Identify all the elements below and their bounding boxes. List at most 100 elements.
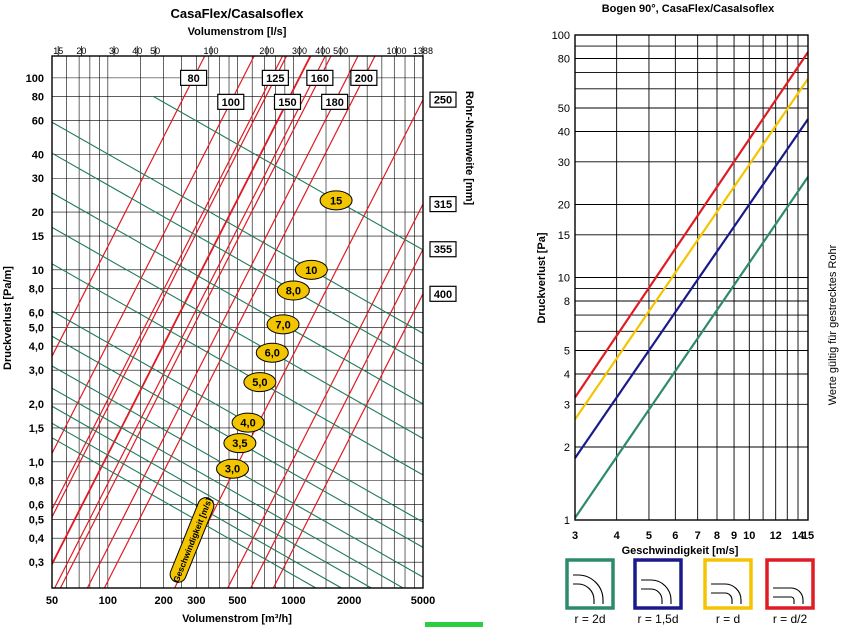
left-axis-tick-labels: 50 100 200 300 500 1000 2000 5000 15 20 30 40 50 100 2… (26, 46, 435, 607)
diameter-label-180: 180 (325, 97, 343, 109)
velocity-line-11 (51, 422, 342, 589)
legend-label-2: r = d (716, 612, 740, 626)
right-x-tick-label: 12 (770, 530, 782, 542)
diameter-box-100 (217, 93, 245, 110)
left-y-tick-label: 3,0 (29, 365, 44, 377)
left-top-tick-label: 200 (259, 46, 274, 56)
left-diameter-labels: 80 100 125 150 160 180 200 250 315 355 400 (180, 69, 457, 302)
left-y-tick-label: 0,8 (29, 475, 44, 487)
velocity-label-15: 15 (330, 195, 342, 207)
left-x-tick-label: 300 (187, 595, 205, 607)
left-x-tick-label: 200 (155, 595, 173, 607)
left-y-tick-label: 6,0 (29, 307, 44, 319)
right-x-tick-label: 14 (792, 530, 805, 542)
pipe-line-extra-1 (51, 55, 284, 510)
diameter-label-250: 250 (434, 95, 452, 107)
right-plot-border (574, 34, 809, 521)
velocity-line-1 (51, 121, 424, 334)
velocity-label-6,0: 6,0 (265, 348, 280, 360)
right-y-tick-label: 30 (558, 157, 570, 169)
left-chart-grid (51, 56, 424, 588)
legend-bend-inner-0 (573, 583, 595, 604)
velocity-label-3,5: 3,5 (232, 438, 247, 450)
right-x-tick-label: 3 (572, 530, 578, 542)
velocity-axis-tag-box (169, 497, 215, 583)
pipe-line-200 (103, 55, 376, 589)
left-plot-border (51, 55, 424, 589)
legend-label-1: r = 1,5d (637, 612, 678, 626)
legend-bend-outer-0 (573, 574, 604, 604)
right-x-tick-label: 10 (743, 530, 755, 542)
velocity-label-7,0: 7,0 (275, 319, 290, 331)
left-chart-frame (51, 55, 424, 589)
right-y-axis-label: Druckverlust [Pa] (536, 232, 548, 323)
pipe-line-180 (86, 55, 359, 589)
series-line-r-d-2 (574, 51, 809, 399)
right-x-tick-label: 7 (695, 530, 701, 542)
pipe-line-160 (59, 55, 332, 589)
right-y-tick-label: 1 (564, 515, 570, 527)
right-x-tick-label: 15 (802, 530, 814, 542)
velocity-line-5 (51, 263, 424, 476)
diameter-box-400 (429, 285, 457, 302)
right-y-tick-label: 2 (564, 442, 570, 454)
velocity-line-9 (51, 387, 404, 589)
left-y-tick-label: 30 (32, 173, 44, 185)
left-top-tick-label: 1388 (413, 46, 433, 56)
left-velocity-lines (51, 95, 424, 589)
left-x-tick-label: 50 (46, 595, 58, 607)
left-y-tick-label: 8,0 (29, 283, 44, 295)
left-y-tick-label: 1,5 (29, 423, 44, 435)
left-chart-title: CasaFlex/CasaIsoflex (171, 6, 305, 21)
right-x-tick-label: 4 (614, 530, 621, 542)
left-top-tick-label: 500 (333, 46, 348, 56)
velocity-badge-3,0 (216, 458, 250, 479)
pipe-line-315 (227, 203, 424, 589)
right-y-tick-label: 5 (564, 345, 570, 357)
right-y-tick-label: 100 (552, 30, 570, 42)
left-top-tick-label: 300 (292, 46, 307, 56)
left-x-tick-label: 100 (99, 595, 117, 607)
pipe-line-250 (174, 99, 424, 589)
right-y-tick-label: 80 (558, 54, 570, 66)
diameter-label-355: 355 (434, 244, 452, 256)
diameter-label-400: 400 (434, 289, 452, 301)
legend-bend-outer-3 (773, 587, 804, 604)
left-top-tick-label: 1000 (387, 46, 407, 56)
left-top-tick-label: 400 (315, 46, 330, 56)
left-y-tick-label: 15 (32, 231, 44, 243)
left-top-tick-label: 40 (132, 46, 142, 56)
series-line-r-2d (574, 176, 809, 519)
left-y-tick-label: 0,3 (29, 557, 44, 569)
right-legend: r = 2d r = 1,5d r = d r = d/2 (565, 558, 815, 626)
diameter-box-355 (429, 241, 457, 258)
diameter-box-250 (429, 91, 457, 108)
series-line-r-1-5d (574, 118, 809, 459)
left-right-axis-label: Rohr-Nennweite [mm] (463, 91, 475, 206)
legend-box-3 (765, 558, 815, 610)
right-y-tick-label: 15 (558, 230, 570, 242)
right-chart-grid (574, 34, 809, 521)
velocity-label-5,0: 5,0 (252, 377, 267, 389)
velocity-label-8,0: 8,0 (286, 286, 301, 298)
left-x-axis-label: Volumenstrom [m³/h] (182, 613, 292, 625)
right-y-tick-label: 10 (558, 273, 570, 285)
velocity-label-10: 10 (305, 265, 317, 277)
legend-box-0 (565, 558, 615, 610)
green-mark (425, 622, 483, 627)
velocity-line-10 (51, 405, 372, 589)
velocity-badge-3,5 (223, 433, 257, 454)
velocity-badge-10 (294, 259, 328, 280)
series-line-r-d (574, 78, 809, 420)
velocity-badge-4,0 (231, 412, 265, 433)
legend-bend-outer-2 (711, 583, 742, 604)
velocity-label-4,0: 4,0 (240, 418, 255, 430)
right-x-tick-label: 5 (646, 530, 652, 542)
left-top-axis-label: Volumenstrom [l/s] (188, 26, 287, 38)
right-chart-series (574, 51, 809, 519)
diameter-box-150 (273, 93, 302, 110)
left-y-tick-label: 40 (32, 149, 44, 161)
left-top-tick-label: 20 (76, 46, 86, 56)
diameter-label-100: 100 (222, 97, 240, 109)
velocity-line-4 (51, 226, 424, 439)
